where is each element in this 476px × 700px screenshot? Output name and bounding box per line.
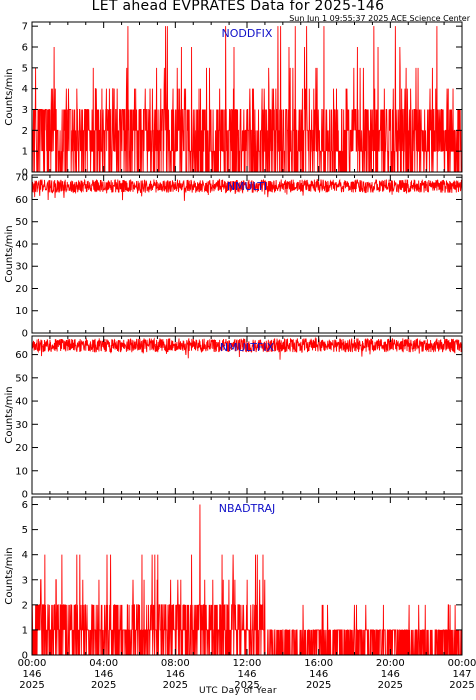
y-tick-label: 0	[22, 168, 28, 179]
timestamp-label: Sun Jun 1 09:55:37 2025 ACE Science Cent…	[289, 14, 470, 23]
x-tick-year: 2025	[378, 680, 403, 691]
x-tick-doy: 146	[94, 669, 113, 680]
y-tick-label: 40	[15, 397, 28, 408]
y-tick-label: 5	[22, 525, 28, 536]
panel-name-label: NODDFIX	[222, 27, 273, 40]
x-tick-time: 04:00	[89, 658, 118, 669]
y-tick-label: 30	[15, 262, 28, 273]
x-tick-year: 2025	[91, 680, 116, 691]
y-tick-label: 0	[22, 490, 28, 501]
x-tick-time: 20:00	[376, 658, 405, 669]
y-tick-label: 0	[22, 329, 28, 340]
x-tick-doy: 147	[452, 669, 471, 680]
x-tick-doy: 146	[381, 669, 400, 680]
panel-name-label: NMULTI	[227, 180, 267, 193]
x-tick-doy: 146	[309, 669, 328, 680]
panel-noddfix: 0 1 2 3 4 5 6 7 Counts/min NODDFIX	[4, 21, 463, 179]
y-tick-label: 10	[15, 466, 28, 477]
y-tick-label: 70	[15, 173, 28, 184]
x-tick-doy: 146	[22, 669, 41, 680]
x-tick-year: 2025	[306, 680, 331, 691]
x-tick-doy: 146	[166, 669, 185, 680]
x-tick-time: 12:00	[233, 658, 262, 669]
y-tick-label: 50	[15, 373, 28, 384]
y-tick-label: 20	[15, 443, 28, 454]
y-tick-label: 60	[15, 350, 28, 361]
y-tick-label: 3	[22, 105, 28, 116]
panel-name-label: NMULTFIX	[220, 341, 275, 354]
panel-nmultfix: 0 10 20 30 40 50 60 Counts/min NMULTFIX	[4, 335, 463, 501]
y-tick-label: 1	[22, 147, 28, 158]
panel-nbadtraj: 0 1 2 3 4 5 6 Counts/min NBADTRAJ	[4, 496, 463, 662]
x-tick-time: 08:00	[161, 658, 190, 669]
x-tick-year: 2025	[163, 680, 188, 691]
panel-frame	[31, 335, 463, 495]
y-axis-label: Counts/min	[4, 225, 15, 282]
y-tick-label: 1	[22, 625, 28, 636]
y-tick-label: 50	[15, 217, 28, 228]
y-axis-label: Counts/min	[4, 547, 15, 604]
y-tick-label: 3	[22, 575, 28, 586]
x-tick-year: 2025	[449, 680, 474, 691]
series-line-nbadtraj	[31, 504, 463, 656]
series-line-nmulti	[31, 178, 463, 201]
x-tick-time: 16:00	[304, 658, 333, 669]
x-tick-year: 2025	[19, 680, 44, 691]
x-tick-year: 2025	[234, 680, 259, 691]
x-tick-time: 00:00	[448, 658, 476, 669]
y-tick-label: 6	[22, 500, 28, 511]
y-tick-label: 10	[15, 306, 28, 317]
series-line-noddfix	[31, 26, 462, 173]
y-tick-label: 0	[22, 651, 28, 662]
chart-title: LET ahead EVPRATES Data for 2025-146	[91, 0, 385, 14]
y-tick-label: 6	[22, 43, 28, 54]
y-tick-label: 4	[22, 550, 28, 561]
panel-name-label: NBADTRAJ	[219, 502, 275, 515]
panel-nmulti: 0 10 20 30 40 50 60 70 Counts/min NMULTI	[4, 173, 463, 340]
y-tick-label: 7	[22, 22, 28, 33]
y-tick-label: 20	[15, 284, 28, 295]
x-axis-label: UTC Day of Year	[199, 686, 277, 696]
y-tick-label: 30	[15, 420, 28, 431]
y-tick-label: 5	[22, 63, 28, 74]
y-tick-label: 40	[15, 239, 28, 250]
panel-frame	[31, 174, 463, 334]
y-tick-label: 2	[22, 126, 28, 137]
x-tick-time: 00:00	[18, 658, 47, 669]
y-tick-label: 4	[22, 84, 28, 95]
y-tick-label: 2	[22, 600, 28, 611]
y-tick-label: 60	[15, 195, 28, 206]
y-axis-label: Counts/min	[4, 68, 15, 125]
x-tick-doy: 146	[237, 669, 256, 680]
y-axis-label: Counts/min	[4, 386, 15, 443]
